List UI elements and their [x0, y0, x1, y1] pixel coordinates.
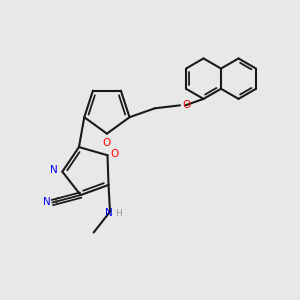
Text: O: O [182, 100, 191, 110]
Text: C: C [54, 197, 61, 206]
Text: H: H [115, 209, 122, 218]
Text: N: N [50, 165, 58, 175]
Text: N: N [43, 197, 51, 207]
Text: O: O [111, 149, 119, 159]
Text: N: N [105, 208, 112, 218]
Text: O: O [103, 138, 111, 148]
